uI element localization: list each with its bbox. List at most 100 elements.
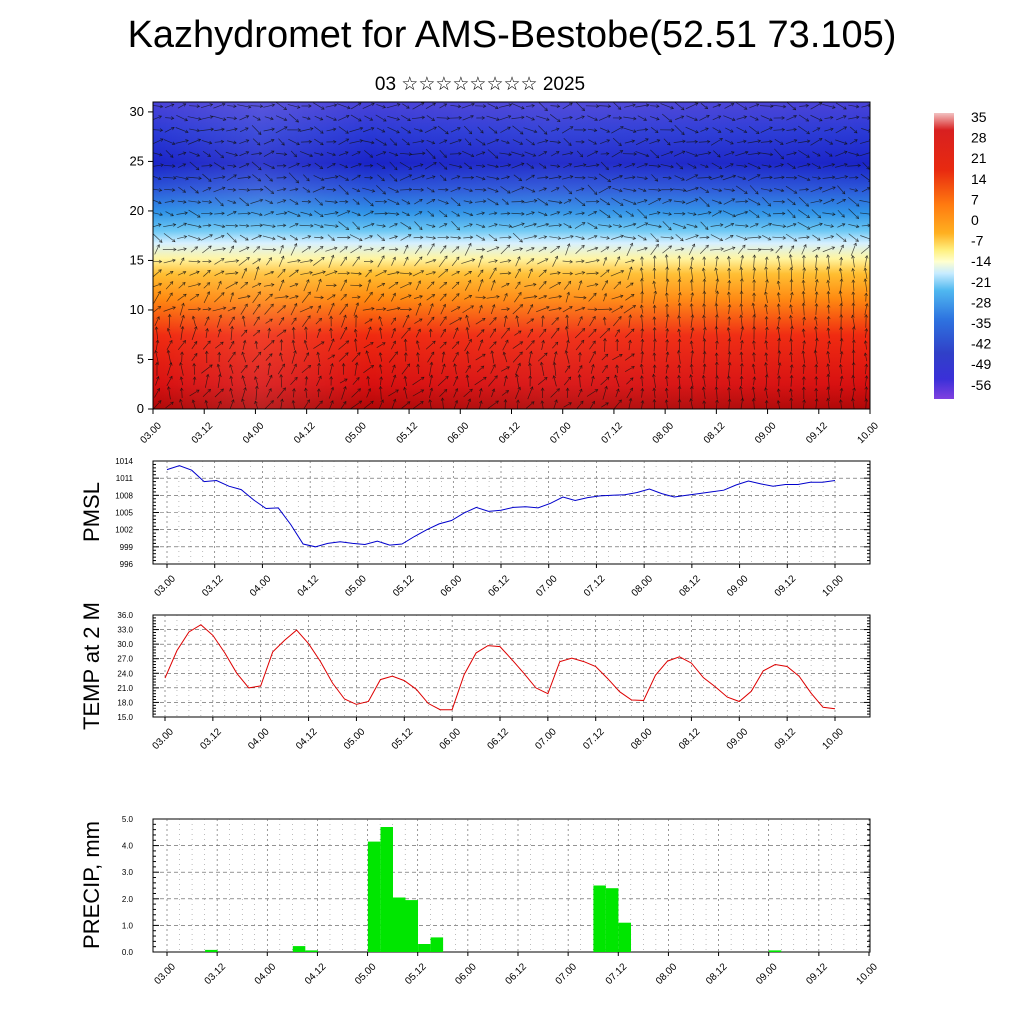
wind-arrow	[153, 188, 162, 191]
wind-arrow-head	[851, 339, 856, 343]
y-tick-label: 996	[120, 560, 134, 569]
wind-arrow	[765, 279, 768, 292]
wind-arrow-head	[195, 166, 200, 171]
wind-arrow-head	[383, 142, 387, 146]
wind-arrow	[835, 151, 848, 157]
wind-arrow	[399, 174, 412, 181]
wind-arrow-head	[458, 151, 462, 156]
wind-arrow-head	[818, 138, 823, 142]
wind-arrow	[814, 350, 818, 364]
wind-arrow	[675, 115, 684, 120]
wind-arrow-head	[443, 245, 447, 249]
wind-arrow-head	[506, 282, 510, 287]
wind-arrow-head	[506, 175, 511, 180]
wind-arrow	[426, 294, 435, 301]
wind-arrow-head	[544, 352, 548, 357]
wind-arrow	[673, 200, 685, 203]
wind-arrow-head	[318, 375, 322, 380]
wind-arrow-head	[222, 247, 227, 251]
wind-arrow	[488, 223, 498, 228]
wind-arrow-head	[605, 376, 610, 381]
wind-arrow-head	[172, 306, 176, 310]
wind-arrow-head	[715, 314, 719, 318]
wind-arrow-head	[455, 341, 460, 345]
wind-arrow	[491, 388, 495, 398]
wind-arrow-head	[243, 267, 248, 272]
wind-arrow-head	[428, 399, 432, 403]
wind-arrow	[263, 150, 275, 157]
wind-arrow-head	[644, 246, 648, 251]
wind-arrow-head	[814, 254, 819, 258]
wind-arrow-head	[469, 235, 474, 240]
wind-arrow	[728, 338, 730, 352]
wind-arrow-head	[333, 139, 337, 144]
cs-x-tick-label: 07.00	[548, 420, 574, 446]
wind-arrow	[399, 152, 412, 155]
wind-arrow	[429, 375, 433, 388]
wind-arrow-head	[467, 364, 471, 369]
wind-arrow-head	[864, 292, 868, 297]
wind-arrow	[376, 224, 386, 227]
wind-arrow	[797, 163, 811, 168]
wind-arrow-head	[618, 116, 623, 120]
wind-arrow-head	[620, 270, 625, 274]
wind-arrow-head	[197, 138, 202, 142]
wind-arrow-head	[802, 363, 806, 368]
wind-arrow-head	[197, 307, 202, 311]
wind-arrow	[388, 351, 398, 363]
wind-arrow	[414, 295, 423, 299]
wind-arrow-head	[309, 127, 314, 131]
wind-arrow-head	[430, 351, 435, 356]
wind-arrow-head	[594, 150, 599, 154]
wind-arrow-head	[495, 246, 500, 250]
wind-arrow-head	[543, 294, 548, 299]
wind-arrow-head	[752, 292, 756, 296]
wind-arrow-head	[218, 400, 222, 405]
wind-arrow	[725, 163, 734, 169]
wind-arrow	[562, 260, 573, 263]
wind-arrow	[227, 351, 236, 363]
wind-arrow	[778, 292, 780, 303]
wind-arrow	[441, 351, 445, 363]
wind-arrow	[250, 199, 263, 204]
wind-arrow-head	[154, 326, 159, 330]
wind-arrow-head	[221, 292, 225, 296]
wind-arrow	[636, 129, 648, 131]
wind-arrow	[586, 247, 598, 252]
colorbar-label: -21	[971, 274, 991, 290]
wind-arrow-head	[593, 141, 597, 145]
wind-arrow-head	[569, 271, 574, 276]
wind-arrow	[728, 291, 730, 303]
wind-arrow	[425, 271, 436, 276]
wind-arrow	[453, 376, 458, 386]
wind-arrow	[827, 280, 830, 291]
wind-arrow-head	[764, 374, 769, 378]
wind-arrow-head	[455, 351, 459, 356]
wind-arrow-head	[603, 256, 608, 261]
wind-arrow-head	[851, 314, 855, 319]
wind-arrow-head	[280, 279, 285, 284]
wind-arrow	[375, 114, 387, 122]
wind-arrow	[250, 105, 263, 107]
wind-arrow-head	[605, 402, 609, 406]
wind-arrow-head	[259, 104, 264, 109]
wind-arrow	[177, 271, 186, 276]
wind-arrow	[389, 236, 398, 240]
wind-arrow	[201, 165, 213, 167]
wind-arrow	[462, 305, 474, 314]
wind-arrow-head	[193, 340, 198, 345]
wind-arrow-head	[652, 267, 657, 271]
wind-arrow-head	[495, 189, 499, 193]
wind-arrow-head	[206, 282, 211, 286]
wind-arrow-head	[727, 279, 732, 284]
wind-arrow	[515, 387, 521, 400]
wind-arrow-head	[345, 226, 350, 231]
wind-arrow-head	[744, 150, 749, 155]
wind-arrow-head	[854, 139, 858, 143]
wind-arrow	[167, 328, 172, 339]
wind-arrow	[303, 174, 310, 182]
wind-arrow-head	[232, 351, 236, 356]
wind-arrow	[810, 114, 823, 121]
wind-arrow-head	[802, 399, 806, 403]
wind-arrow-head	[533, 234, 538, 239]
